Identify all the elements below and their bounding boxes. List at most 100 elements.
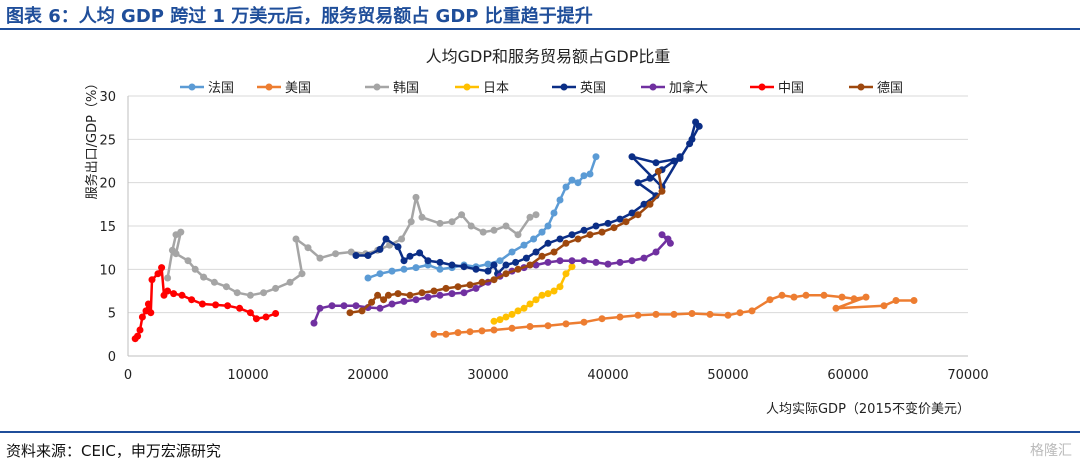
data-point bbox=[466, 281, 474, 289]
data-point bbox=[562, 239, 570, 247]
data-point bbox=[538, 252, 546, 260]
data-point bbox=[586, 170, 594, 178]
data-point bbox=[262, 313, 270, 321]
data-point bbox=[556, 283, 564, 291]
data-point bbox=[592, 153, 600, 161]
data-point bbox=[580, 318, 588, 326]
title-rule bbox=[0, 28, 1080, 30]
data-point bbox=[424, 293, 432, 301]
data-point bbox=[562, 270, 570, 278]
data-point bbox=[736, 309, 744, 317]
data-point bbox=[556, 235, 564, 243]
data-point bbox=[592, 258, 600, 266]
data-point bbox=[448, 290, 456, 298]
data-point bbox=[272, 310, 280, 317]
chart-title: 人均GDP和服务贸易额占GDP比重 bbox=[426, 47, 671, 66]
data-point bbox=[838, 293, 846, 301]
legend-marker bbox=[758, 83, 766, 91]
data-point bbox=[910, 297, 918, 304]
data-point bbox=[222, 283, 230, 291]
data-point bbox=[640, 200, 648, 208]
legend-marker bbox=[373, 83, 381, 91]
data-point bbox=[522, 254, 530, 262]
data-point bbox=[670, 310, 678, 318]
data-point bbox=[532, 296, 540, 304]
data-point bbox=[490, 276, 498, 284]
data-point bbox=[490, 326, 498, 334]
data-point bbox=[580, 257, 588, 265]
data-point bbox=[634, 179, 642, 187]
data-point bbox=[310, 319, 318, 327]
data-point bbox=[652, 159, 660, 167]
data-point bbox=[562, 320, 570, 328]
data-point bbox=[550, 248, 558, 256]
data-point bbox=[178, 291, 186, 299]
source-note: 资料来源：CEIC，申万宏源研究 bbox=[6, 442, 221, 460]
data-point bbox=[460, 263, 468, 271]
data-point bbox=[376, 245, 384, 253]
data-point bbox=[652, 248, 660, 256]
legend-marker bbox=[188, 83, 196, 91]
data-point bbox=[610, 224, 618, 232]
data-point bbox=[508, 324, 516, 332]
data-point bbox=[352, 302, 360, 310]
data-point bbox=[616, 215, 624, 223]
data-point bbox=[224, 302, 232, 310]
data-point bbox=[892, 297, 900, 304]
x-tick-label: 70000 bbox=[947, 368, 988, 383]
data-point bbox=[514, 231, 522, 239]
data-point bbox=[724, 311, 732, 319]
data-point bbox=[628, 257, 636, 265]
legend-label: 英国 bbox=[580, 81, 606, 96]
data-point bbox=[136, 326, 144, 334]
data-point bbox=[466, 328, 474, 336]
data-point bbox=[616, 258, 624, 266]
data-point bbox=[364, 252, 372, 259]
legend-marker bbox=[649, 83, 657, 91]
data-point bbox=[134, 332, 142, 340]
data-point bbox=[580, 226, 588, 234]
data-point bbox=[478, 278, 486, 286]
data-point bbox=[177, 228, 185, 236]
data-point bbox=[496, 316, 504, 324]
data-point bbox=[616, 313, 624, 321]
y-tick-label: 20 bbox=[99, 177, 116, 192]
data-point bbox=[658, 187, 666, 195]
data-point bbox=[246, 291, 254, 299]
data-point bbox=[790, 293, 798, 301]
data-point bbox=[328, 302, 336, 310]
data-point bbox=[526, 323, 534, 330]
data-point bbox=[384, 291, 392, 299]
data-point bbox=[706, 310, 714, 318]
data-point bbox=[407, 218, 415, 226]
data-point bbox=[454, 283, 462, 291]
data-point bbox=[544, 322, 552, 330]
data-point bbox=[628, 209, 636, 217]
data-point bbox=[304, 244, 312, 252]
y-tick-label: 0 bbox=[108, 350, 116, 365]
data-point bbox=[380, 296, 388, 304]
data-point bbox=[574, 235, 582, 243]
data-point bbox=[666, 239, 674, 247]
data-point bbox=[388, 300, 396, 308]
data-point bbox=[382, 235, 390, 243]
legend-label: 美国 bbox=[285, 81, 311, 96]
data-point bbox=[544, 239, 552, 247]
data-point bbox=[692, 118, 700, 126]
legend-label: 法国 bbox=[208, 81, 234, 96]
data-point bbox=[144, 300, 152, 308]
data-point bbox=[472, 284, 480, 292]
data-point bbox=[520, 304, 528, 312]
data-point bbox=[358, 307, 366, 315]
data-point bbox=[188, 296, 196, 304]
data-point bbox=[496, 257, 504, 265]
data-point bbox=[412, 296, 420, 304]
data-point bbox=[424, 257, 432, 265]
data-point bbox=[862, 293, 870, 301]
data-point bbox=[676, 154, 684, 162]
data-point bbox=[233, 289, 241, 297]
data-point bbox=[604, 219, 612, 227]
figure-title: 图表 6：人均 GDP 跨过 1 万美元后，服务贸易额占 GDP 比重趋于提升 bbox=[6, 6, 593, 27]
data-point bbox=[368, 298, 376, 306]
data-point bbox=[686, 140, 694, 148]
